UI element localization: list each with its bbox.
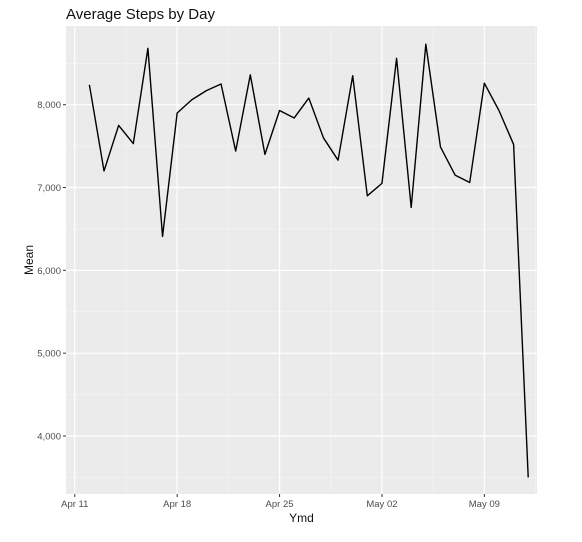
y-tick-label: 6,000 bbox=[37, 266, 61, 277]
chart-title: Average Steps by Day bbox=[66, 6, 215, 23]
y-tick-label: 8,000 bbox=[37, 100, 61, 111]
y-tick-label: 5,000 bbox=[37, 349, 61, 360]
x-tick-label: May 02 bbox=[366, 499, 397, 510]
plot-panel bbox=[66, 26, 537, 494]
x-axis-title: Ymd bbox=[289, 511, 314, 525]
x-tick-label: May 09 bbox=[469, 499, 500, 510]
x-tick-label: Apr 18 bbox=[163, 499, 191, 510]
x-tick-label: Apr 25 bbox=[266, 499, 294, 510]
x-tick-label: Apr 11 bbox=[61, 499, 88, 510]
y-tick-label: 7,000 bbox=[37, 183, 61, 194]
y-tick-label: 4,000 bbox=[37, 432, 61, 443]
y-axis-title: Mean bbox=[22, 245, 36, 275]
